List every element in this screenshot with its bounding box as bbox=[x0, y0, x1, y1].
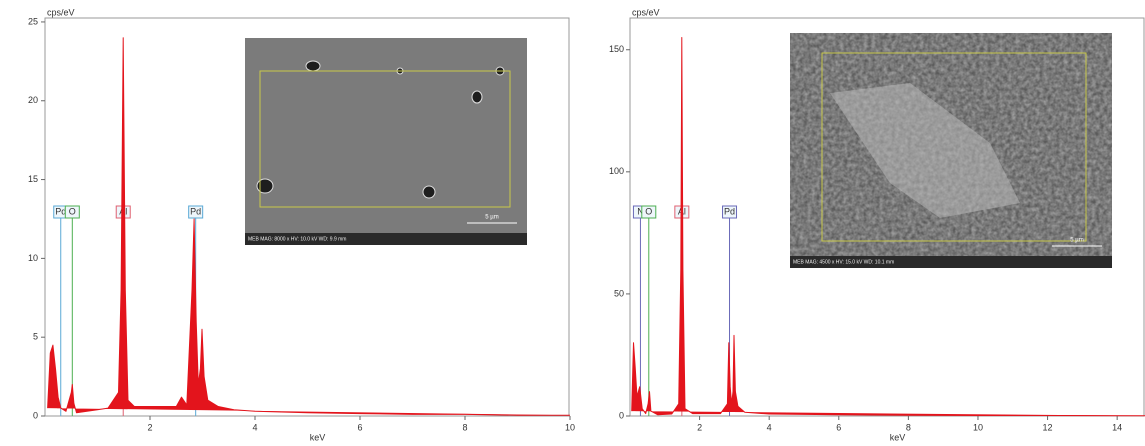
element-label: N bbox=[637, 206, 644, 216]
chart: cps/eVkeV0510152025246810PdOAlPdMEB MAG:… bbox=[28, 7, 575, 442]
plot-frame bbox=[629, 17, 1145, 417]
x-tick-label: 14 bbox=[1112, 422, 1122, 432]
y-tick-label: 5 bbox=[33, 332, 38, 342]
sem-image bbox=[245, 38, 527, 245]
sem-pore bbox=[256, 178, 274, 194]
y-tick-label: 0 bbox=[33, 410, 38, 420]
x-tick-label: 4 bbox=[252, 422, 257, 432]
y-tick-label: 100 bbox=[609, 166, 624, 176]
y-tick-label: 15 bbox=[28, 174, 38, 184]
x-tick-label: 8 bbox=[906, 422, 911, 432]
element-label-box bbox=[722, 205, 738, 219]
y-tick-label: 50 bbox=[614, 288, 624, 298]
sem-pore bbox=[305, 60, 321, 72]
element-label: O bbox=[69, 206, 76, 216]
x-tick-label: 6 bbox=[836, 422, 841, 432]
x-tick-label: 4 bbox=[767, 422, 772, 432]
element-label-box bbox=[64, 205, 80, 219]
x-tick-label: 2 bbox=[697, 422, 702, 432]
spectrum bbox=[631, 37, 1145, 417]
caption-bar bbox=[245, 233, 527, 245]
y-tick-label: 10 bbox=[28, 253, 38, 263]
scale-label: 5 µm bbox=[1070, 238, 1083, 244]
x-tick-label: 2 bbox=[147, 422, 152, 432]
sem-particle bbox=[830, 83, 1020, 218]
y-axis-label: cps/eV bbox=[632, 7, 660, 17]
element-label: Pd bbox=[190, 206, 201, 216]
caption-bar bbox=[790, 256, 1112, 268]
element-label: O bbox=[645, 206, 652, 216]
y-axis-label: cps/eV bbox=[47, 7, 75, 17]
x-tick-label: 10 bbox=[973, 422, 983, 432]
x-tick-label: 8 bbox=[462, 422, 467, 432]
inset-caption: MEB MAG: 4500 x HV: 15.0 kV WD: 10.1 mm bbox=[793, 259, 894, 265]
x-axis-label: keV bbox=[890, 432, 906, 442]
element-label-box bbox=[188, 205, 204, 219]
chart: cps/eVkeV0501001502468101214NOAlPdMEB MA… bbox=[609, 7, 1145, 442]
x-tick-label: 10 bbox=[565, 422, 575, 432]
x-tick-label: 12 bbox=[1043, 422, 1053, 432]
sem-pore bbox=[471, 90, 483, 104]
element-label: Pd bbox=[724, 206, 735, 216]
y-tick-label: 20 bbox=[28, 95, 38, 105]
y-tick-label: 25 bbox=[28, 16, 38, 26]
spectrum bbox=[47, 37, 570, 416]
scan-area bbox=[259, 70, 511, 208]
inset-caption: MEB MAG: 8000 x HV: 10.0 kV WD: 9.9 mm bbox=[248, 236, 346, 242]
plot-frame bbox=[44, 17, 570, 417]
x-axis-label: keV bbox=[310, 432, 326, 442]
y-tick-label: 150 bbox=[609, 44, 624, 54]
x-tick-label: 6 bbox=[357, 422, 362, 432]
element-label: Pd bbox=[55, 206, 66, 216]
scan-area bbox=[821, 52, 1087, 242]
scale-label: 5 µm bbox=[485, 215, 498, 221]
y-tick-label: 0 bbox=[619, 410, 624, 420]
element-label-box bbox=[641, 205, 657, 219]
sem-pore bbox=[422, 185, 436, 199]
